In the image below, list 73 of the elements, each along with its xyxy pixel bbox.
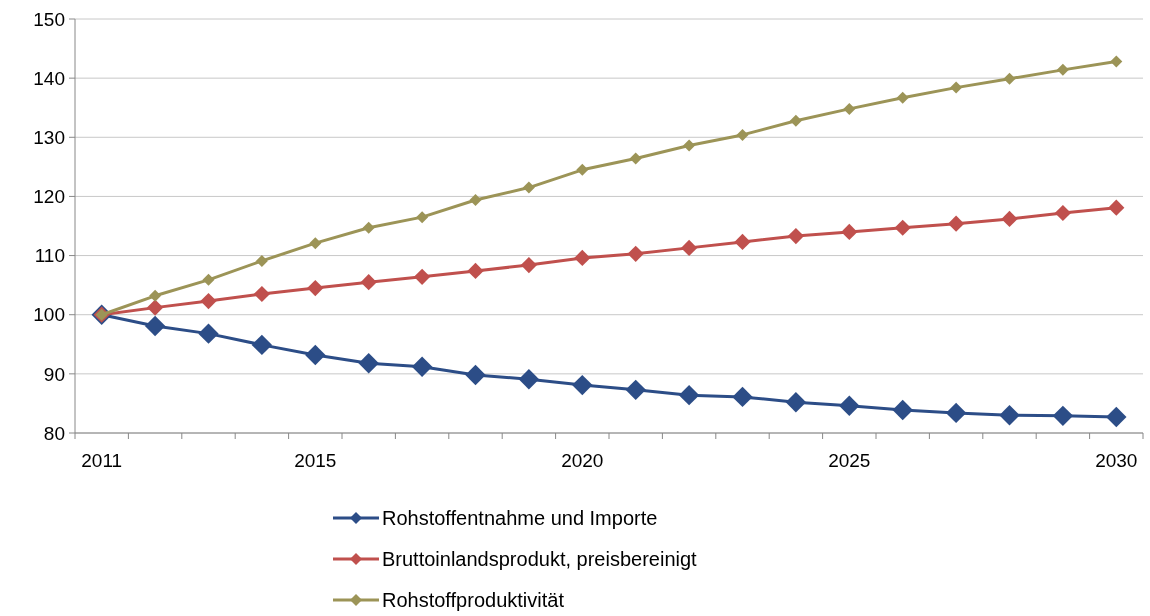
point xyxy=(627,245,644,262)
point xyxy=(144,315,166,337)
y-tick-label: 90 xyxy=(43,363,65,385)
point xyxy=(629,152,642,165)
point xyxy=(950,81,963,94)
point xyxy=(892,399,913,421)
legend-label: Rohstoffentnahme und Importe xyxy=(382,507,658,529)
x-tick-label: 2015 xyxy=(294,450,337,471)
point xyxy=(681,239,698,256)
x-tick-label: 2020 xyxy=(561,450,604,471)
point xyxy=(574,249,591,267)
point xyxy=(948,215,965,232)
y-tick-label: 80 xyxy=(43,422,65,444)
point xyxy=(734,233,751,251)
x-tick-label: 2030 xyxy=(1095,450,1138,471)
point xyxy=(945,402,967,424)
point xyxy=(1054,204,1071,222)
point xyxy=(625,379,646,401)
point xyxy=(251,334,273,356)
point xyxy=(305,344,326,366)
point xyxy=(149,289,162,302)
point xyxy=(1001,210,1018,227)
point xyxy=(253,285,270,303)
point xyxy=(894,219,911,236)
point xyxy=(896,91,909,104)
point xyxy=(1108,199,1125,216)
point xyxy=(147,299,164,316)
point xyxy=(362,221,375,234)
point xyxy=(736,128,749,141)
point xyxy=(1106,406,1127,428)
point xyxy=(678,384,700,406)
point xyxy=(1110,55,1123,68)
point xyxy=(572,374,593,396)
y-tick-label: 110 xyxy=(34,245,65,267)
point xyxy=(1052,405,1074,427)
point xyxy=(360,274,377,291)
legend-label: Bruttoinlandsprodukt, preisbereinigt xyxy=(382,548,698,570)
y-tick-label: 120 xyxy=(33,186,65,208)
point xyxy=(789,114,802,127)
y-tick-label: 140 xyxy=(33,67,65,89)
point xyxy=(307,280,324,297)
point xyxy=(198,323,219,344)
x-tick-label: 2011 xyxy=(81,450,123,471)
point xyxy=(309,237,322,250)
point xyxy=(732,386,753,408)
point xyxy=(522,181,535,194)
point xyxy=(200,293,217,310)
point xyxy=(358,353,379,374)
point xyxy=(841,223,858,241)
legend-label: Rohstoffproduktivität xyxy=(382,589,565,611)
point xyxy=(414,268,431,285)
point xyxy=(467,262,484,280)
point xyxy=(999,405,1020,426)
point xyxy=(520,256,537,274)
point xyxy=(518,368,540,390)
point xyxy=(785,392,807,413)
point xyxy=(576,163,589,176)
point xyxy=(839,395,860,416)
point xyxy=(683,139,696,152)
point xyxy=(787,227,804,245)
point xyxy=(411,356,433,377)
point xyxy=(416,211,429,224)
point xyxy=(255,254,268,267)
point xyxy=(202,273,215,286)
point xyxy=(843,102,856,115)
x-tick-label: 2025 xyxy=(828,450,871,471)
point xyxy=(465,364,486,386)
point xyxy=(469,193,482,206)
y-tick-label: 100 xyxy=(33,304,65,326)
y-tick-label: 150 xyxy=(33,8,65,30)
point xyxy=(1056,63,1069,76)
y-tick-label: 130 xyxy=(33,126,65,148)
point xyxy=(1003,72,1016,85)
